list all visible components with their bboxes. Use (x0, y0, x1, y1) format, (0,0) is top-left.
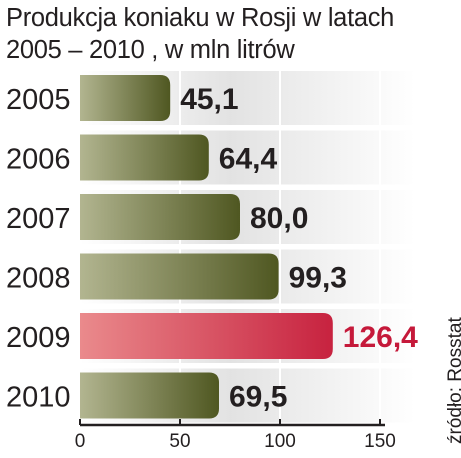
category-label: 2005 (6, 84, 71, 116)
row-bands (80, 71, 415, 423)
category-label: 2008 (6, 263, 71, 295)
x-tick-label: 50 (169, 431, 190, 452)
bar (80, 134, 209, 181)
bar (80, 372, 219, 419)
category-labels: 2005 2006 2007 2008 2009 2010 (6, 84, 71, 414)
chart-title-line-1: Produkcja koniaku w Rosji w latach (6, 4, 395, 32)
bar (80, 194, 240, 240)
x-tick-label: 150 (364, 431, 396, 452)
source-note: źródło: Rosstat (445, 317, 461, 444)
x-tick-label: 0 (75, 431, 86, 452)
bar (80, 75, 171, 121)
bars (80, 75, 333, 419)
value-label: 80,0 (250, 202, 308, 235)
x-tick-label: 100 (264, 431, 296, 452)
value-label: 45,1 (180, 83, 238, 116)
value-labels: 45,1 64,4 80,0 99,3 126,4 69,5 (180, 83, 418, 414)
x-axis: 0 50 100 150 (75, 419, 396, 452)
gridlines (179, 69, 381, 425)
value-label: 99,3 (289, 262, 347, 295)
category-label: 2010 (6, 382, 71, 414)
chart-title: Produkcja koniaku w Rosji w latach 2005 … (6, 2, 446, 66)
value-label-highlight: 126,4 (343, 321, 418, 354)
chart-title-line-2: 2005 – 2010 , w mln litrów (6, 36, 295, 64)
value-label: 69,5 (229, 381, 287, 414)
bar-highlight (80, 313, 333, 359)
category-label: 2007 (6, 203, 71, 235)
value-label: 64,4 (219, 143, 278, 176)
bar (80, 253, 279, 300)
category-label: 2009 (6, 322, 71, 354)
category-label: 2006 (6, 144, 71, 176)
